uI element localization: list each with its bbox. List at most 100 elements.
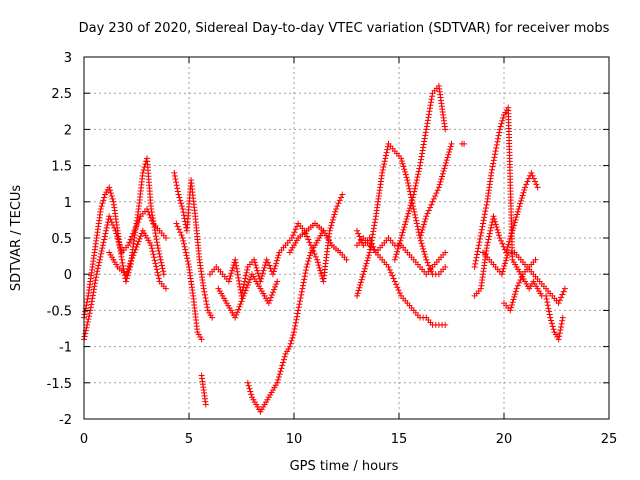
data-point (90, 289, 97, 296)
data-point (148, 245, 155, 252)
data-point (173, 179, 180, 186)
x-axis-label: GPS time / hours (290, 459, 399, 474)
data-point (318, 270, 325, 277)
data-point (147, 214, 154, 221)
data-point (424, 117, 431, 124)
data-point (198, 336, 205, 343)
data-point (420, 144, 427, 151)
data-point (359, 273, 366, 280)
data-point (556, 333, 563, 340)
data-point (134, 241, 141, 248)
data-point (358, 276, 365, 283)
data-point (493, 141, 500, 148)
data-point (162, 285, 169, 292)
data-point (525, 175, 532, 182)
data-point (510, 296, 517, 303)
data-point (302, 230, 309, 237)
data-point (357, 279, 364, 286)
data-point (232, 259, 239, 266)
data-point (499, 268, 506, 275)
data-point (361, 268, 368, 275)
data-point (135, 219, 142, 226)
data-point (184, 258, 191, 265)
data-point (185, 261, 192, 268)
data-point (366, 249, 373, 256)
data-point (365, 252, 372, 259)
data-point (544, 299, 551, 306)
data-point (357, 282, 364, 289)
data-point (480, 217, 487, 224)
data-point (100, 239, 107, 246)
data-point (89, 295, 96, 302)
data-point (402, 168, 409, 175)
data-point (548, 317, 555, 324)
data-point (300, 282, 306, 289)
data-point (445, 151, 452, 158)
data-point (306, 252, 313, 259)
data-point (511, 219, 518, 226)
data-point (402, 218, 409, 225)
data-point (368, 237, 375, 244)
data-point (114, 235, 121, 242)
data-point (544, 302, 551, 309)
data-point (404, 177, 411, 184)
data-point (508, 304, 515, 311)
data-point (430, 195, 437, 202)
data-point (549, 323, 556, 330)
data-point (260, 267, 267, 274)
data-point (393, 281, 400, 288)
data-point (417, 232, 424, 239)
data-point (130, 230, 137, 237)
data-point (440, 168, 447, 175)
data-point (86, 310, 93, 317)
data-point (305, 236, 312, 243)
data-point (410, 206, 417, 213)
data-point (444, 154, 451, 161)
data-point (274, 254, 281, 261)
data-point (417, 235, 423, 241)
data-point (305, 258, 312, 265)
data-point (116, 241, 123, 248)
data-point (176, 194, 183, 201)
data-point (367, 246, 374, 253)
data-point (390, 275, 397, 282)
data-point (302, 270, 309, 277)
data-point (356, 233, 363, 240)
data-point (132, 246, 139, 253)
data-point (497, 123, 504, 130)
data-point (229, 267, 236, 274)
data-point (423, 213, 430, 220)
data-point (266, 297, 273, 304)
data-point (97, 253, 104, 260)
data-point (426, 105, 433, 112)
data-point (88, 301, 95, 308)
data-point (127, 236, 134, 243)
data-point (528, 169, 535, 176)
data-point (101, 233, 108, 240)
data-point (518, 195, 525, 202)
data-point (354, 290, 361, 297)
data-point (514, 282, 521, 289)
data-point (99, 242, 106, 249)
data-point (422, 254, 429, 261)
y-tick-label: 1.5 (51, 160, 72, 175)
data-point (432, 193, 439, 200)
data-point (246, 276, 253, 283)
data-point (486, 230, 493, 237)
data-point (428, 201, 435, 208)
data-point (425, 111, 432, 118)
data-point (369, 234, 376, 241)
data-point (317, 267, 324, 274)
data-point (115, 238, 122, 245)
data-point (556, 330, 563, 337)
data-point (201, 288, 208, 295)
data-point (488, 221, 495, 228)
y-tick-label: 1 (64, 196, 72, 211)
data-point (266, 262, 273, 269)
data-point (101, 236, 108, 243)
data-point (422, 215, 429, 222)
data-point (511, 293, 518, 300)
series-track-d (171, 169, 216, 321)
data-point (329, 219, 336, 226)
series-track-s (501, 256, 539, 314)
